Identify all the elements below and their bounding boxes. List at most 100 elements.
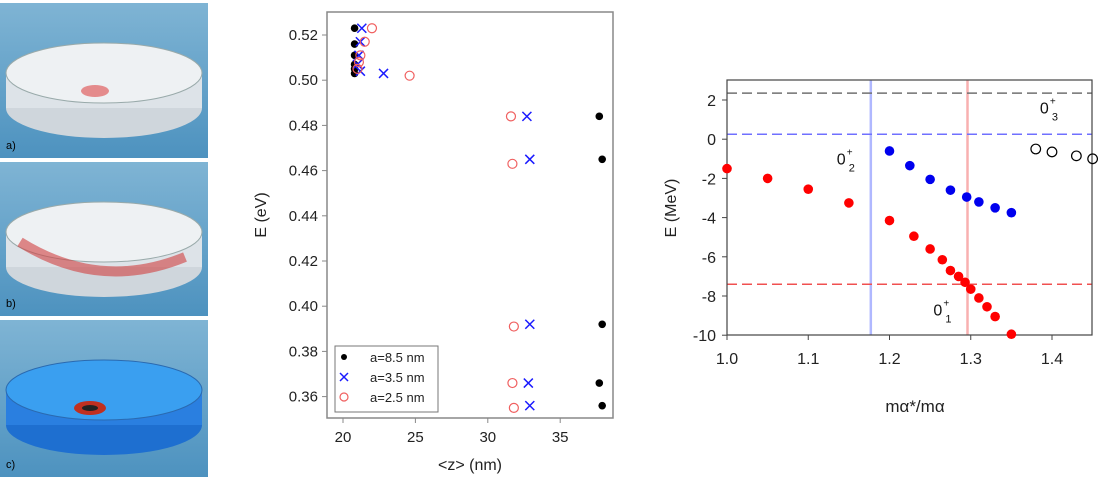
data-point [974,293,984,303]
data-point [598,155,606,164]
data-point [598,320,606,329]
data-point [366,23,378,34]
data-point [937,254,948,265]
plot-frame [326,11,614,419]
state-label-sub: 3 [1052,112,1058,124]
data-point [990,203,1000,213]
y-tick-label: 0.44 [289,208,318,225]
x-tick-label: 25 [407,429,424,446]
data-point [905,160,915,171]
legend-label: a=3.5 nm [370,370,425,385]
y-tick-label: -10 [693,328,716,345]
data-point [884,215,895,226]
data-point [359,36,370,47]
data-point [982,301,992,312]
data-point [1006,207,1017,218]
panel-label: a) [6,140,16,152]
data-point [925,174,935,185]
y-tick-label: 0.36 [289,389,318,406]
data-point [524,319,535,330]
data-point [1046,146,1058,158]
x-tick-label: 1.3 [960,351,982,368]
panel-a: a) [0,3,208,158]
state-label-sub: 1 [945,314,951,326]
x-axis-label: <z> (nm) [438,457,502,474]
panel-c: c) [0,320,208,477]
legend-label: a=2.5 nm [370,390,425,405]
data-point [945,265,956,276]
data-point [521,111,532,122]
disk-render-b [5,201,203,297]
data-point [508,402,519,413]
data-point [355,50,366,61]
y-tick-label: -4 [702,211,716,228]
x-tick-label: 1.0 [716,351,738,368]
x-tick-label: 1.1 [797,351,819,368]
state-label-sup: + [1050,97,1056,108]
data-point [523,378,534,389]
data-point [524,400,535,411]
data-point [1006,329,1017,340]
data-point [1087,153,1099,165]
data-point [598,401,606,410]
data-point [945,185,956,195]
data-point [356,23,367,34]
y-tick-label: -6 [702,250,716,267]
y-tick-label: -2 [702,171,716,188]
data-point [505,111,517,122]
plot-frame [726,79,1093,336]
state-label: 0 [933,303,942,320]
x-tick-label: 35 [552,429,569,446]
data-point [507,158,518,169]
data-point [884,146,895,156]
data-point [1030,143,1042,155]
data-point [974,197,984,207]
panel-b: b) [0,162,208,316]
y-tick-label: 0.42 [289,253,318,270]
y-tick-label: 0.38 [289,343,318,360]
data-point [350,24,359,33]
panel-label: b) [6,298,16,310]
data-point [404,70,415,81]
state-label-sup: + [847,148,853,159]
data-point [355,66,366,77]
state-label-sub: 2 [849,163,855,175]
y-axis-label: E (eV) [253,192,270,237]
data-point [353,57,365,68]
legend-marker [339,372,349,382]
legend-marker [339,392,349,402]
y-tick-label: 0.52 [289,27,318,44]
legend [334,345,439,413]
data-point [953,271,964,282]
data-point [352,63,363,75]
x-tick-label: 1.2 [878,351,900,368]
panel-label: c) [6,459,16,471]
data-point [844,198,854,208]
data-point [524,154,535,165]
disk-render-c [5,359,203,455]
state-label-sup: + [943,299,949,310]
x-axis-label: mα*/mα [885,397,944,416]
data-point [925,244,935,254]
data-point [508,321,519,332]
data-point [762,173,773,184]
data-point [803,184,814,194]
data-point [722,163,732,174]
data-point [965,284,976,294]
y-tick-label: 2 [707,93,716,110]
data-point [960,277,970,288]
y-tick-label: 0.46 [289,163,318,180]
legend-marker [341,354,347,360]
x-tick-label: 30 [479,429,496,446]
state-label: 0 [1040,101,1049,118]
data-point [909,231,919,242]
y-tick-label: 0.50 [289,72,318,89]
x-tick-label: 1.4 [1041,351,1063,368]
y-axis-label: E (MeV) [663,179,680,238]
data-point [961,192,972,202]
x-tick-label: 20 [335,429,352,446]
y-tick-label: 0.40 [289,298,318,315]
data-point [595,379,604,387]
